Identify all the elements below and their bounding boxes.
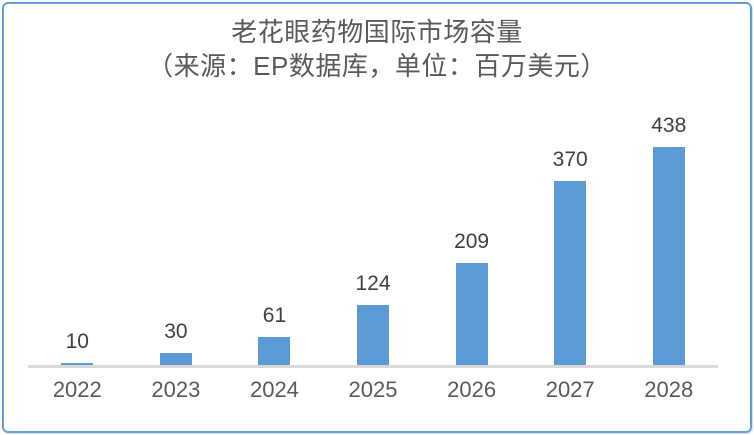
chart-title: 老花眼药物国际市场容量 （来源：EP数据库，单位：百万美元） (0, 15, 754, 83)
plot-area: 10 30 61 124 209 370 438 2022 2023 2024 2025 2026 2… (28, 0, 718, 435)
category-label: 2023 (151, 377, 201, 402)
chart-title-line1: 老花眼药物国际市场容量 (231, 17, 523, 47)
x-axis-line (28, 365, 718, 368)
bar-slot: 209 (422, 229, 521, 368)
bar (357, 305, 390, 368)
bars-row: 10 30 61 124 209 370 438 (28, 113, 718, 368)
category-labels-row: 2022 2023 2024 2025 2026 2027 2028 (28, 377, 718, 403)
data-label: 30 (164, 320, 188, 343)
category-label: 2025 (348, 377, 398, 402)
data-label: 438 (651, 114, 687, 137)
bar-slot: 10 (28, 329, 127, 368)
bar-slot: 438 (619, 113, 718, 368)
bar-slot: 124 (324, 271, 423, 368)
data-label: 209 (454, 230, 490, 253)
data-label: 10 (65, 330, 89, 353)
category-label: 2022 (52, 377, 102, 402)
category-label: 2028 (644, 377, 694, 402)
data-label: 61 (262, 304, 287, 327)
chart-title-line2: （来源：EP数据库，单位：百万美元） (147, 51, 607, 81)
bar (455, 263, 488, 368)
bar (554, 181, 587, 368)
bar-slot: 61 (225, 303, 324, 368)
bar-slot: 370 (521, 147, 620, 368)
category-label: 2027 (545, 377, 595, 402)
data-label: 124 (355, 272, 391, 295)
bar (159, 353, 192, 368)
bar (258, 337, 291, 368)
category-label: 2026 (447, 377, 497, 402)
bar (652, 147, 685, 368)
category-label: 2024 (249, 377, 299, 402)
bar-slot: 30 (127, 319, 226, 368)
data-label: 370 (552, 148, 588, 171)
